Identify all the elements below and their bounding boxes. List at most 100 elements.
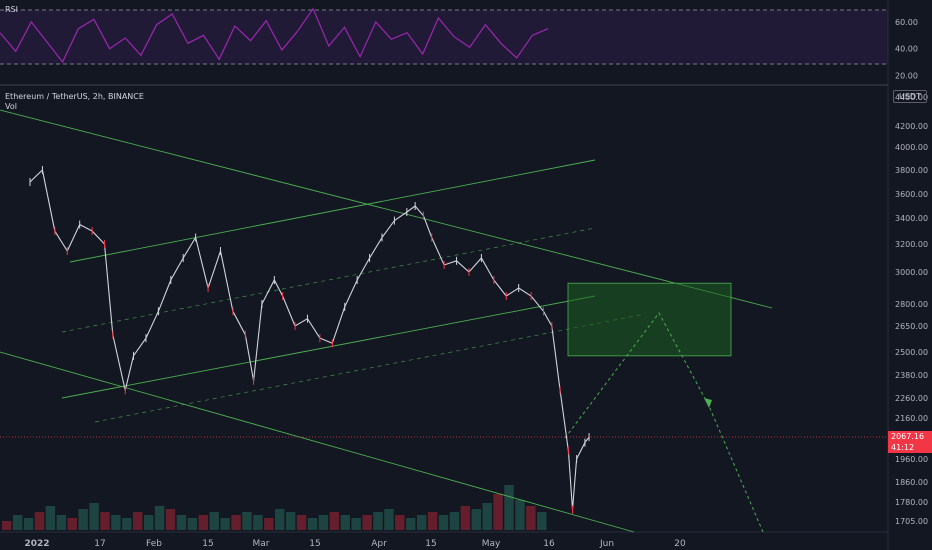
price-pane: 4400.00 4200.00 4000.00 3800.00 3600.00 3400.… <box>0 93 928 549</box>
volume-legend-label[interactable]: Vol <box>5 102 17 111</box>
rsi-y-tick-label: 60.00 <box>895 18 918 27</box>
trend-line <box>69 159 596 263</box>
price-y-tick-label: 4000.00 <box>895 143 928 152</box>
projection-path[interactable] <box>564 312 764 533</box>
price-y-tick-label: 2650.00 <box>895 322 928 331</box>
volume-bar <box>460 506 471 530</box>
volume-bar <box>165 509 176 530</box>
trend-channels <box>0 109 773 533</box>
time-x-tick-label: 15 <box>202 539 213 549</box>
price-y-tick-label: 3400.00 <box>895 214 928 223</box>
volume-bar <box>318 515 329 530</box>
volume-bar <box>493 494 503 530</box>
currency-selector[interactable]: USDT <box>893 90 927 103</box>
volume-bar <box>340 515 350 530</box>
volume-bar <box>504 485 514 530</box>
volume-bar <box>111 515 121 530</box>
volume-bars <box>2 485 547 530</box>
price-y-tick-label: 3600.00 <box>895 190 928 199</box>
time-x-tick-label: May <box>482 539 501 549</box>
time-x-tick-label: Feb <box>146 539 162 549</box>
bar-countdown: 41:12 <box>891 443 915 453</box>
volume-bar <box>67 518 77 530</box>
time-x-tick-label: 2022 <box>24 539 49 549</box>
volume-bar <box>537 512 547 530</box>
time-x-tick-label: 15 <box>309 539 320 549</box>
volume-bar <box>482 503 492 530</box>
volume-bar <box>209 512 219 530</box>
time-x-tick-label: 16 <box>543 539 555 549</box>
volume-bar <box>133 512 143 530</box>
volume-bar <box>220 518 230 530</box>
volume-bar <box>12 515 23 530</box>
volume-bar <box>89 503 99 530</box>
price-y-tick-label: 4400.00 <box>895 93 928 102</box>
volume-bar <box>329 512 340 530</box>
volume-bar <box>384 509 394 530</box>
volume-bar <box>45 506 56 530</box>
last-price-label: 2067.16 41:12 <box>888 431 932 454</box>
trend-line <box>61 295 596 399</box>
symbol-legend[interactable]: Ethereum / TetherUS, 2h, BINANCE <box>5 92 144 101</box>
volume-bar <box>143 515 154 530</box>
time-x-tick-label: 17 <box>94 539 105 549</box>
price-y-tick-label: 2260.00 <box>895 394 928 403</box>
volume-bar <box>438 515 449 530</box>
price-y-tick-label: 1860.00 <box>895 478 928 487</box>
volume-bar <box>427 512 438 530</box>
rsi-pane: 60.00 40.00 20.00 <box>0 7 918 80</box>
volume-bar <box>253 515 263 530</box>
price-y-tick-label: 2160.00 <box>895 414 928 423</box>
volume-bar <box>56 515 67 530</box>
volume-bar <box>362 515 372 530</box>
price-y-tick-label: 4200.00 <box>895 122 928 131</box>
volume-bar <box>275 509 285 530</box>
time-x-tick-label: 20 <box>674 539 686 549</box>
price-y-tick-label: 1705.00 <box>895 517 928 526</box>
price-y-tick-label: 2380.00 <box>895 371 928 380</box>
trend-line <box>0 109 773 309</box>
volume-bar <box>395 515 405 530</box>
time-x-tick-label: Apr <box>371 539 387 549</box>
channel-midline <box>61 227 596 333</box>
time-x-tick-label: 15 <box>425 539 436 549</box>
price-y-tick-label: 3800.00 <box>895 166 928 175</box>
volume-bar <box>373 512 383 530</box>
time-x-tick-label: Mar <box>253 539 270 549</box>
volume-bar <box>515 500 525 530</box>
volume-bar <box>231 515 241 530</box>
volume-bar <box>406 518 416 530</box>
rsi-y-axis: 60.00 40.00 20.00 <box>895 18 918 80</box>
price-y-axis: 4400.00 4200.00 4000.00 3800.00 3600.00 3400.… <box>895 93 928 526</box>
price-y-tick-label: 1780.00 <box>895 498 928 507</box>
price-y-tick-label: 3200.00 <box>895 240 928 249</box>
rsi-legend-label[interactable]: RSI <box>5 5 18 14</box>
projection-zone[interactable] <box>567 282 732 357</box>
volume-bar <box>198 515 208 530</box>
price-y-tick-label: 2500.00 <box>895 348 928 357</box>
price-y-tick-label: 3000.00 <box>895 268 928 277</box>
trend-line <box>0 351 635 533</box>
volume-bar <box>264 518 274 530</box>
volume-bar <box>449 512 460 530</box>
volume-bar <box>23 518 34 530</box>
volume-bar <box>122 518 132 530</box>
price-series-line <box>29 168 590 510</box>
volume-bar <box>296 515 307 530</box>
rsi-series-line <box>0 7 549 64</box>
price-y-tick-label: 2800.00 <box>895 300 928 309</box>
volume-bar <box>176 515 187 530</box>
rsi-band-fill <box>0 10 888 64</box>
projection-arrowhead <box>704 398 712 408</box>
last-price-value: 2067.16 <box>891 432 925 442</box>
volume-bar <box>187 518 198 530</box>
time-x-tick-label: Jun <box>599 539 614 549</box>
volume-bar <box>2 521 12 530</box>
rsi-y-tick-label: 20.00 <box>895 71 918 80</box>
channel-midline <box>94 313 646 423</box>
volume-bar <box>78 509 88 530</box>
rsi-y-tick-label: 40.00 <box>895 45 918 54</box>
volume-bar <box>416 515 427 530</box>
